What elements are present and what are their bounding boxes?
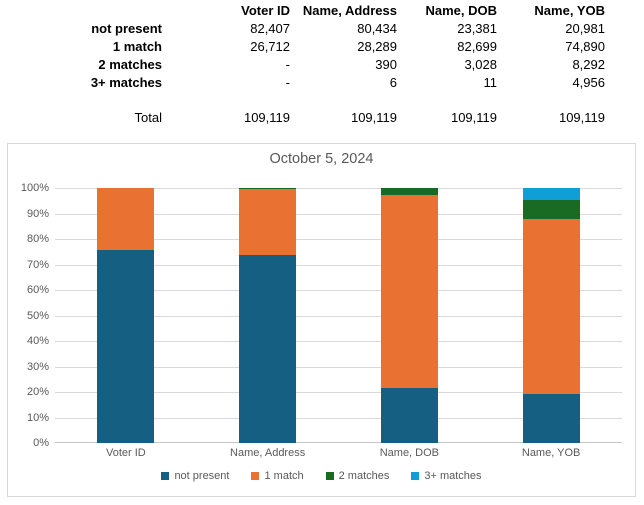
bar-column-name-yob: [480, 188, 622, 443]
stacked-bar-chart: October 5, 2024 0% 10% 20% 30% 40% 50% 60% 70% 8…: [7, 143, 636, 497]
gridline-30: [55, 366, 622, 368]
table-cell-1-match-name-dob: 82,699: [457, 39, 497, 54]
bar-column-name-address: [197, 188, 339, 443]
bar-column-name-dob: [339, 188, 481, 443]
legend-label-not-present: not present: [174, 470, 230, 482]
legend-item-not-present: not present: [161, 470, 229, 482]
legend-label-2-matches: 2 matches: [338, 470, 390, 482]
table-cell-total-name-yob: 109,119: [558, 110, 605, 125]
gridline-10: [55, 417, 622, 419]
table-corner-cell: [0, 2, 162, 20]
x-axis-labels: Voter ID Name, Address Name, DOB Name, YOB: [55, 447, 622, 459]
bar-segment-name-address-not-present: [239, 255, 297, 443]
table-cell-3-matches-name-address: 6: [389, 75, 397, 90]
row-label-2-matches: 2 matches: [98, 57, 162, 72]
table-spacer-row: [0, 92, 605, 109]
gridline-50: [55, 315, 622, 317]
y-tick-label-70: 70%: [26, 258, 49, 271]
table-cell-2-matches-name-dob: 3,028: [464, 57, 497, 72]
legend-swatch-2-matches: [325, 472, 334, 480]
bar-stack-name-yob: [522, 188, 580, 443]
row-label-1-match: 1 match: [112, 39, 162, 54]
table-cell-not-present-name-dob: 23,381: [457, 21, 497, 36]
bar-stack-name-dob: [380, 188, 438, 443]
legend-item-2-matches: 2 matches: [325, 470, 390, 482]
bar-stack-voter-id: [97, 188, 155, 443]
row-label-total: Total: [134, 110, 162, 125]
bar-segment-voter-id-1-match: [97, 188, 155, 251]
bar-segment-name-dob-2-matches: [380, 188, 438, 196]
column-header-voter-id: Voter ID: [241, 3, 290, 18]
x-axis-line: [55, 442, 622, 443]
y-tick-label-10: 10%: [26, 411, 49, 424]
column-header-name-address: Name, Address: [302, 3, 397, 18]
table-cell-total-voter-id: 109,119: [243, 110, 290, 125]
table-cell-2-matches-name-address: 390: [375, 57, 397, 72]
table-cell-not-present-name-yob: 20,981: [565, 21, 605, 36]
chart-title: October 5, 2024: [269, 151, 374, 167]
row-label-3-matches: 3+ matches: [90, 75, 162, 90]
legend: not present 1 match 2 matches 3+ matches: [8, 470, 635, 482]
legend-item-3-matches: 3+ matches: [411, 470, 482, 482]
y-tick-label-20: 20%: [26, 386, 49, 398]
bar-segment-name-yob-1-match: [522, 218, 580, 394]
legend-swatch-not-present: [161, 472, 170, 480]
bar-segment-name-address-1-match: [239, 188, 297, 256]
legend-item-1-match: 1 match: [251, 470, 304, 482]
table-cell-3-matches-name-yob: 4,956: [572, 75, 605, 90]
legend-label-1-match: 1 match: [264, 470, 304, 482]
table-cell-not-present-name-address: 80,434: [357, 21, 397, 36]
column-header-name-yob: Name, YOB: [534, 3, 605, 18]
x-axis-label-name-address: Name, Address: [230, 447, 306, 459]
bar-segment-name-yob-2-matches: [522, 199, 580, 219]
y-tick-label-80: 80%: [26, 233, 49, 245]
y-tick-label-90: 90%: [26, 207, 49, 220]
legend-swatch-3-matches: [411, 472, 420, 480]
table-cell-total-name-dob: 109,119: [450, 110, 497, 125]
bars-row: [55, 188, 622, 443]
gridline-40: [55, 341, 622, 342]
y-tick-label-30: 30%: [26, 360, 49, 373]
bar-stack-name-address: [239, 188, 297, 443]
gridline-20: [55, 392, 622, 393]
bar-segment-name-yob-not-present: [522, 393, 580, 443]
bar-segment-name-dob-1-match: [380, 195, 438, 389]
bar-column-voter-id: [55, 188, 197, 443]
x-axis-label-voter-id: Voter ID: [106, 447, 146, 459]
table-cell-2-matches-name-yob: 8,292: [572, 57, 605, 72]
column-header-name-dob: Name, DOB: [425, 3, 497, 18]
gridline-90: [55, 213, 622, 215]
gridline-100: [55, 188, 622, 189]
y-tick-label-40: 40%: [26, 335, 49, 347]
table-cell-total-name-address: 109,119: [350, 110, 397, 125]
table-cell-not-present-voter-id: 82,407: [250, 21, 290, 36]
x-axis-label-name-dob: Name, DOB: [379, 447, 440, 459]
y-tick-label-0: 0%: [33, 437, 49, 449]
results-table: Voter ID Name, Address Name, DOB Name, YOB n…: [0, 2, 605, 127]
table-cell-3-matches-voter-id: -: [285, 75, 290, 90]
x-axis-label-name-yob: Name, YOB: [521, 447, 581, 459]
bar-segment-name-dob-not-present: [380, 388, 438, 443]
y-tick-label-50: 50%: [26, 309, 49, 322]
table-cell-1-match-name-address: 28,289: [357, 39, 397, 54]
legend-swatch-1-match: [251, 472, 260, 480]
y-tick-label-60: 60%: [26, 284, 49, 296]
table-cell-3-matches-name-dob: 11: [483, 75, 498, 90]
gridline-70: [55, 264, 622, 266]
plot-area: 0% 10% 20% 30% 40% 50% 60% 70% 80% 90% 100%: [21, 182, 622, 449]
bar-segment-voter-id-not-present: [97, 250, 155, 443]
table-cell-1-match-name-yob: 74,890: [565, 39, 605, 54]
row-label-not-present: not present: [91, 21, 162, 36]
y-tick-label-100: 100%: [20, 182, 49, 194]
legend-label-3-matches: 3+ matches: [424, 470, 482, 482]
table-cell-2-matches-voter-id: -: [285, 57, 290, 72]
gridline-80: [55, 239, 622, 240]
bar-segment-name-address-2-matches: [239, 188, 297, 189]
table-cell-1-match-voter-id: 26,712: [250, 39, 290, 54]
gridline-60: [55, 290, 622, 291]
bar-segment-name-yob-3-matches: [522, 188, 580, 200]
